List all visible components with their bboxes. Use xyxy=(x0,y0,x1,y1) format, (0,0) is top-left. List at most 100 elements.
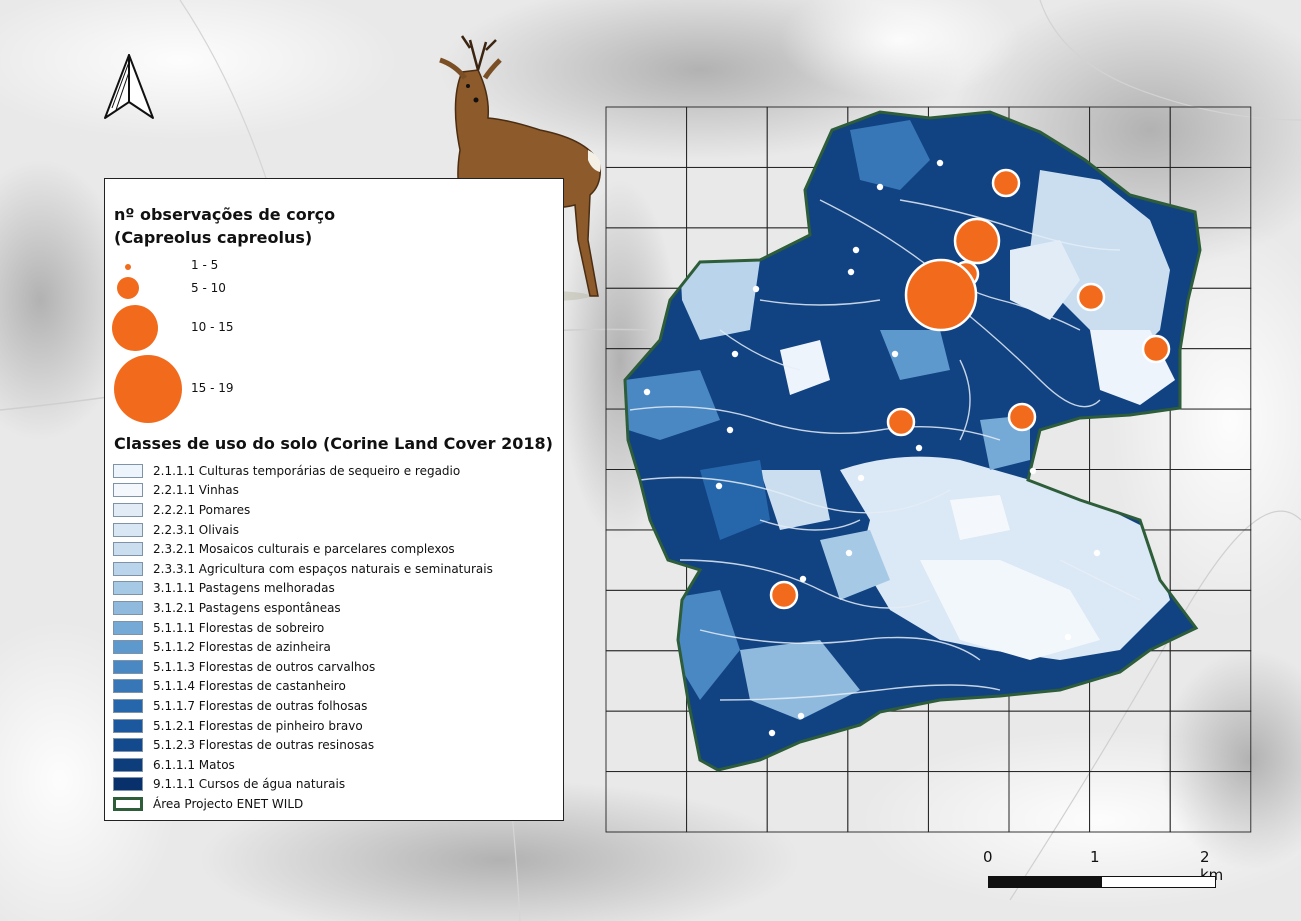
observation-markers[interactable] xyxy=(643,159,1171,737)
legend-row-class-13: 5.1.1.7 Florestas de outras folhosas xyxy=(113,696,367,716)
legend-row-class-17: 9.1.1.1 Cursos de água naturais xyxy=(113,775,345,795)
class-swatch xyxy=(113,640,143,655)
legend-row-class-10: 5.1.1.2 Florestas de azinheira xyxy=(113,637,331,657)
observations-legend-subtitle: (Capreolus capreolus) xyxy=(114,228,313,247)
legend-row-class-6: 2.3.3.1 Agricultura com espaços naturais… xyxy=(113,559,493,579)
legend-row-class-9: 5.1.1.1 Florestas de sobreiro xyxy=(113,618,324,638)
legend-row-class-16: 6.1.1.1 Matos xyxy=(113,755,235,775)
class-label: 2.1.1.1 Culturas temporárias de sequeiro… xyxy=(153,463,461,478)
scale-label-0: 0 xyxy=(983,848,993,866)
study-area-swatch xyxy=(113,796,143,811)
class-swatch xyxy=(113,679,143,694)
class-swatch xyxy=(113,738,143,753)
observations-legend-title: nº observações de corço xyxy=(114,205,336,224)
observation-marker-small[interactable] xyxy=(643,388,651,396)
map-legend: nº observações de corço (Capreolus capre… xyxy=(104,178,564,821)
observation-marker-small[interactable] xyxy=(1064,633,1072,641)
class-label: 5.1.2.3 Florestas de outras resinosas xyxy=(153,738,375,753)
observation-marker-small[interactable] xyxy=(768,729,776,737)
size-class-marker-2 xyxy=(117,277,139,299)
size-class-label-1: 1 - 5 xyxy=(191,258,219,272)
class-swatch xyxy=(113,561,143,576)
size-class-label-4: 15 - 19 xyxy=(191,381,234,395)
class-label: 2.3.3.1 Agricultura com espaços naturais… xyxy=(153,561,493,576)
legend-row-class-3: 2.2.2.1 Pomares xyxy=(113,500,250,520)
observation-marker[interactable] xyxy=(1141,334,1171,364)
observation-marker-small[interactable] xyxy=(726,426,734,434)
class-swatch xyxy=(113,718,143,733)
observation-marker-small[interactable] xyxy=(1093,549,1101,557)
size-class-marker-3 xyxy=(112,305,158,351)
class-label: 2.2.2.1 Pomares xyxy=(153,502,251,517)
observation-marker-small[interactable] xyxy=(731,350,739,358)
class-swatch xyxy=(113,757,143,772)
class-swatch xyxy=(113,698,143,713)
class-label: 5.1.1.4 Florestas de castanheiro xyxy=(153,679,346,694)
class-swatch xyxy=(113,483,143,498)
class-label: 9.1.1.1 Cursos de água naturais xyxy=(153,777,346,792)
observation-marker-small[interactable] xyxy=(799,575,807,583)
observation-marker[interactable] xyxy=(1076,282,1106,312)
legend-row-class-7: 3.1.1.1 Pastagens melhoradas xyxy=(113,579,335,599)
study-area-label: Área Projecto ENET WILD xyxy=(153,796,304,811)
observation-marker-small[interactable] xyxy=(915,444,923,452)
class-label: 5.1.2.1 Florestas de pinheiro bravo xyxy=(153,718,363,733)
scale-bar-graphic xyxy=(988,876,1216,888)
class-swatch xyxy=(113,581,143,596)
observation-marker[interactable] xyxy=(769,580,799,610)
legend-row-study-area: Área Projecto ENET WILD xyxy=(113,794,303,814)
class-swatch xyxy=(113,600,143,615)
legend-row-class-4: 2.2.3.1 Olivais xyxy=(113,520,239,540)
class-swatch xyxy=(113,522,143,537)
legend-row-class-14: 5.1.2.1 Florestas de pinheiro bravo xyxy=(113,716,363,736)
class-swatch xyxy=(113,620,143,635)
study-area-boundary xyxy=(623,110,1202,772)
landcover-legend-title: Classes de uso do solo (Corine Land Cove… xyxy=(114,434,553,453)
legend-row-class-12: 5.1.1.4 Florestas de castanheiro xyxy=(113,677,346,697)
observation-marker-small[interactable] xyxy=(857,474,865,482)
observation-marker[interactable] xyxy=(991,168,1021,198)
grid-cell xyxy=(1169,771,1252,833)
class-swatch xyxy=(113,463,143,478)
class-label: 5.1.1.7 Florestas de outras folhosas xyxy=(153,698,368,713)
size-class-marker-4 xyxy=(114,355,182,423)
observation-marker[interactable] xyxy=(904,258,978,332)
observation-marker[interactable] xyxy=(886,407,916,437)
class-label: 2.2.3.1 Olivais xyxy=(153,522,239,537)
class-label: 2.3.2.1 Mosaicos culturais e parcelares … xyxy=(153,542,455,557)
class-label: 6.1.1.1 Matos xyxy=(153,757,235,772)
class-label: 5.1.1.3 Florestas de outros carvalhos xyxy=(153,659,376,674)
class-swatch xyxy=(113,502,143,517)
legend-row-class-15: 5.1.2.3 Florestas de outras resinosas xyxy=(113,735,374,755)
size-class-label-3: 10 - 15 xyxy=(191,320,234,334)
observation-marker-small[interactable] xyxy=(752,285,760,293)
observation-marker-small[interactable] xyxy=(715,482,723,490)
legend-row-class-5: 2.3.2.1 Mosaicos culturais e parcelares … xyxy=(113,539,455,559)
observation-marker-small[interactable] xyxy=(852,246,860,254)
size-class-marker-1 xyxy=(125,264,131,270)
legend-row-class-8: 3.1.2.1 Pastagens espontâneas xyxy=(113,598,341,618)
legend-row-class-11: 5.1.1.3 Florestas de outros carvalhos xyxy=(113,657,375,677)
class-label: 5.1.1.2 Florestas de azinheira xyxy=(153,640,331,655)
size-class-label-2: 5 - 10 xyxy=(191,281,226,295)
class-label: 5.1.1.1 Florestas de sobreiro xyxy=(153,620,325,635)
legend-row-class-2: 2.2.1.1 Vinhas xyxy=(113,481,239,501)
class-swatch xyxy=(113,659,143,674)
class-label: 3.1.1.1 Pastagens melhoradas xyxy=(153,581,335,596)
north-arrow-icon xyxy=(104,54,154,119)
class-swatch xyxy=(113,777,143,792)
observation-marker[interactable] xyxy=(1007,402,1037,432)
observation-marker-small[interactable] xyxy=(847,268,855,276)
observation-marker-small[interactable] xyxy=(1029,467,1037,475)
observation-marker-small[interactable] xyxy=(891,350,899,358)
observation-marker-small[interactable] xyxy=(876,183,884,191)
observation-marker[interactable] xyxy=(953,217,1001,265)
observation-marker-small[interactable] xyxy=(845,549,853,557)
scale-label-1: 1 xyxy=(1090,848,1100,866)
class-label: 2.2.1.1 Vinhas xyxy=(153,483,239,498)
class-swatch xyxy=(113,542,143,557)
observation-marker-small[interactable] xyxy=(936,159,944,167)
observation-marker-small[interactable] xyxy=(797,712,805,720)
class-label: 3.1.2.1 Pastagens espontâneas xyxy=(153,600,341,615)
legend-row-class-1: 2.1.1.1 Culturas temporárias de sequeiro… xyxy=(113,461,460,481)
